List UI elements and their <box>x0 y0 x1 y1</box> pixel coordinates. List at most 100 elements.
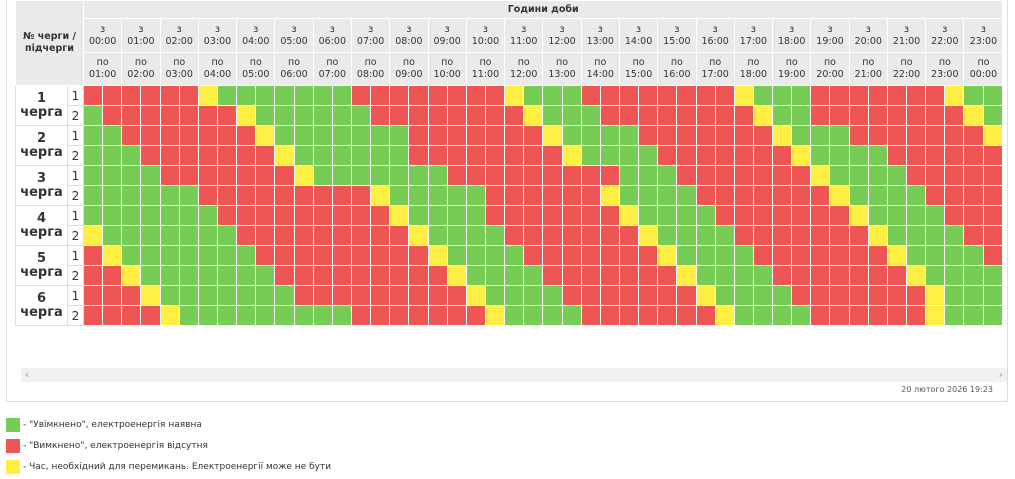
cell <box>293 245 314 266</box>
cell <box>599 145 620 166</box>
cell <box>312 165 333 186</box>
cell <box>791 85 812 106</box>
cell <box>446 285 467 306</box>
from-time: 00:00 <box>88 35 117 47</box>
from-prefix: з <box>100 23 106 35</box>
cell <box>791 105 812 126</box>
cell <box>944 305 965 326</box>
cell <box>523 305 544 326</box>
cell <box>274 105 295 126</box>
cell <box>389 165 410 186</box>
cell <box>465 265 486 286</box>
cell <box>829 285 850 306</box>
cell <box>484 105 506 126</box>
cell <box>561 185 582 206</box>
cell <box>389 105 410 126</box>
cell <box>657 265 678 286</box>
scrollbar[interactable]: ‹ › <box>21 368 1007 382</box>
cell <box>906 105 927 126</box>
cell <box>791 185 812 206</box>
queue-row: 6 черга 1 <box>15 285 1004 326</box>
cell <box>925 145 946 166</box>
cell <box>140 85 161 106</box>
cell <box>331 125 352 146</box>
cell <box>657 205 678 226</box>
hour-from: з 18:00 <box>772 18 812 53</box>
hour-from: з 02:00 <box>159 18 199 53</box>
cell <box>523 185 544 206</box>
cell <box>523 165 544 186</box>
scroll-right[interactable]: › <box>998 368 1003 381</box>
cell <box>982 265 1004 286</box>
cell <box>465 305 486 326</box>
cell <box>886 225 908 246</box>
from-prefix: з <box>597 23 603 35</box>
hour-to: по 05:00 <box>236 52 276 86</box>
cell <box>752 285 774 306</box>
legend-swatch <box>6 439 20 453</box>
cell <box>274 225 295 246</box>
cell <box>236 285 257 306</box>
hour-from: з 23:00 <box>963 18 1004 53</box>
from-time: 23:00 <box>969 35 998 47</box>
cell <box>906 225 927 246</box>
cell <box>848 185 869 206</box>
cell <box>906 165 927 186</box>
cell <box>944 185 965 206</box>
legend-item: - "Вимкнено", електроенергія відсутня <box>6 439 208 453</box>
cell <box>886 305 908 326</box>
cell <box>561 265 582 286</box>
cell <box>197 125 218 146</box>
queue-row: 2 <box>16 305 1004 326</box>
cell <box>102 185 123 206</box>
cell <box>523 125 544 146</box>
cell <box>772 165 793 186</box>
cell <box>350 145 372 166</box>
cell <box>695 185 716 206</box>
to-time: 21:00 <box>854 69 882 80</box>
cell <box>676 225 697 246</box>
cell <box>542 285 563 306</box>
cell <box>752 145 774 166</box>
to-prefix: по <box>134 57 147 68</box>
from-time: 03:00 <box>203 35 232 47</box>
cell <box>848 165 869 186</box>
scroll-left[interactable]: ‹ <box>25 368 30 381</box>
cell <box>121 165 142 186</box>
cell <box>906 285 927 306</box>
cell <box>293 205 314 226</box>
cell <box>752 265 774 286</box>
cell <box>714 145 735 166</box>
cell <box>523 225 544 246</box>
cell <box>121 225 142 246</box>
cell <box>446 225 467 246</box>
cell <box>370 245 391 266</box>
cell <box>714 85 735 106</box>
cell <box>848 85 869 106</box>
cell <box>982 185 1004 206</box>
cell <box>638 305 659 326</box>
from-prefix: з <box>750 23 756 35</box>
to-prefix: по <box>556 57 569 68</box>
cell <box>82 225 104 246</box>
from-time: 17:00 <box>739 35 768 47</box>
legend-swatch <box>6 460 20 474</box>
queue-label: 4 черга <box>15 205 68 246</box>
from-prefix: з <box>559 23 565 35</box>
cell <box>446 145 467 166</box>
cell <box>331 105 352 126</box>
cell <box>274 85 295 106</box>
cell <box>791 225 812 246</box>
to-prefix: по <box>747 57 760 68</box>
cell <box>465 85 486 106</box>
cell <box>772 225 793 246</box>
cell <box>121 245 142 266</box>
cell <box>657 245 678 266</box>
cell <box>236 145 257 166</box>
cell <box>580 165 601 186</box>
cell <box>944 265 965 286</box>
to-time: 17:00 <box>701 69 729 80</box>
cell <box>925 245 946 266</box>
cell <box>618 105 640 126</box>
cell <box>178 285 199 306</box>
